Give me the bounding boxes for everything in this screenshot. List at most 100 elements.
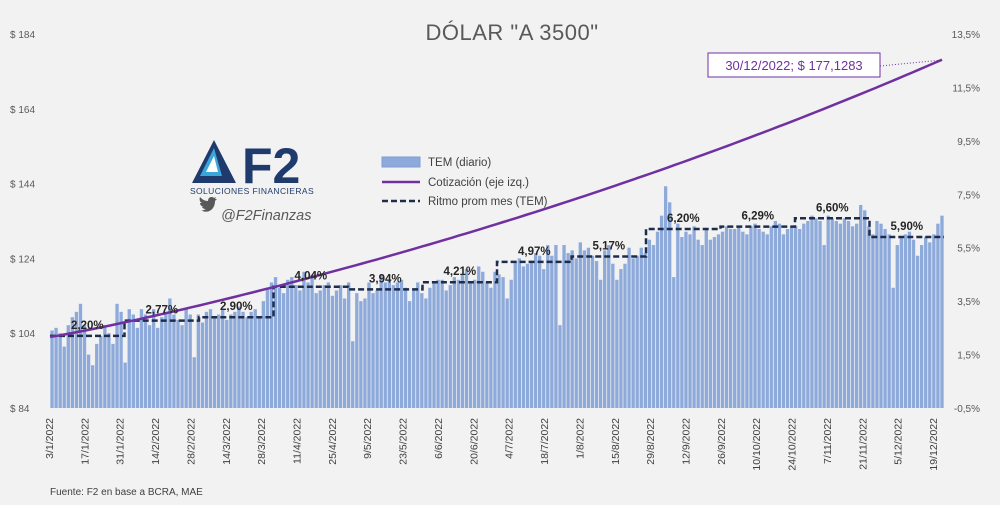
tem-bar [147,325,152,408]
tem-bar [176,319,180,408]
tem-bar [168,298,172,408]
tem-bar [436,279,440,408]
tem-bar [749,226,753,408]
tem-bar [448,285,452,408]
tem-bar [208,309,213,408]
tem-bar [135,327,140,408]
tem-bar [456,279,461,408]
tem-bar [643,253,647,408]
monthly-tem-label: 4,97% [518,246,551,258]
tem-bar [728,229,733,408]
x-tick-label: 17/1/2022 [79,418,91,465]
tem-bar [915,255,920,408]
left-tick-label: $ 144 [10,180,35,191]
tem-bar [631,258,635,408]
tem-bar [241,311,245,408]
left-tick-label: $ 84 [10,404,30,415]
x-tick-label: 5/12/2022 [893,418,905,465]
right-tick-label: -0,5% [954,404,980,415]
right-tick-label: 5,5% [957,244,980,255]
legend-swatch-bars [381,156,421,168]
tem-bar [139,309,144,408]
monthly-average-path [50,217,944,338]
tem-bar [143,314,148,408]
tem-bar [505,298,509,408]
right-tick-label: 7,5% [957,190,980,201]
tem-bar [517,258,522,408]
tem-bar [424,298,428,408]
monthly-tem-labels: 2,20% 2,77% 2,90% 4,04% 3,94% 4,21% 4,97% 5,17%… [71,202,923,332]
tem-bar [338,285,343,408]
tem-bar [818,221,822,408]
tem-bar [724,226,729,408]
x-tick-label: 21/11/2022 [857,418,869,470]
tem-bar [838,223,843,408]
tem-bar [395,282,400,408]
monthly-tem-label: 4,21% [443,266,476,278]
tem-bar [428,287,432,408]
cotizacion-path [49,58,943,339]
tem-bar [619,269,623,408]
tem-bar [472,279,477,408]
tem-bar [554,245,558,408]
tem-bar [903,234,908,408]
tem-bar [672,277,676,408]
left-axis: $ 84 $ 104 $ 124 $ 144 $ 164 $ 184 [10,30,35,415]
tem-bar [753,223,757,408]
tem-bar [91,365,95,408]
tem-bar [542,269,546,408]
tem-bar [521,266,526,408]
tem-bar [708,239,712,408]
right-tick-label: 13,5% [952,30,980,41]
tem-bar [867,226,871,408]
tem-bar [558,325,562,408]
x-tick-label: 9/5/2022 [362,418,374,459]
tem-bar [810,215,814,408]
tem-bar [761,231,765,408]
tem-bar [566,253,570,408]
tem-bar [501,277,505,408]
tem-bar [127,309,131,408]
tem-bar [290,277,294,408]
tem-bar [891,287,895,408]
legend-label-ritmo: Ritmo prom mes (TEM) [428,196,548,208]
tem-bar [932,234,936,408]
tem-bar [651,245,656,408]
tem-bar [233,311,237,408]
monthly-tem-label: 4,04% [294,271,327,283]
callout-label: 30/12/2022; $ 177,1283 [725,58,862,73]
tem-bar [334,290,339,408]
x-tick-label: 1/8/2022 [574,418,586,459]
tem-bar [444,290,448,408]
tem-bar [777,223,782,408]
x-tick-label: 14/3/2022 [221,418,233,465]
tem-bar [647,239,652,408]
tem-bar [281,293,286,408]
tem-bar [151,309,156,408]
tem-bar [513,261,517,408]
tem-bar [131,314,135,408]
monthly-tem-label: 6,60% [816,202,849,214]
x-tick-label: 31/1/2022 [115,418,127,465]
tem-bar [940,215,944,408]
left-tick-label: $ 124 [10,254,35,265]
left-tick-label: $ 184 [10,30,35,41]
tem-bar [655,231,660,408]
tem-bar [907,231,912,408]
tem-bar [538,255,542,408]
tem-bar [107,333,111,408]
tem-bar [82,325,87,408]
x-tick-label: 29/8/2022 [645,418,657,465]
tem-bar [355,293,359,408]
tem-bar [623,263,627,408]
legend-label-tem: TEM (diario) [428,157,491,169]
tem-bar [464,269,469,408]
tem-bar [680,237,684,408]
tem-bar [582,250,587,408]
x-tick-label: 6/6/2022 [433,418,445,459]
tem-bar [371,293,375,408]
tem-bar [493,271,497,408]
x-tick-label: 20/6/2022 [468,418,480,465]
tem-bar [899,237,903,408]
